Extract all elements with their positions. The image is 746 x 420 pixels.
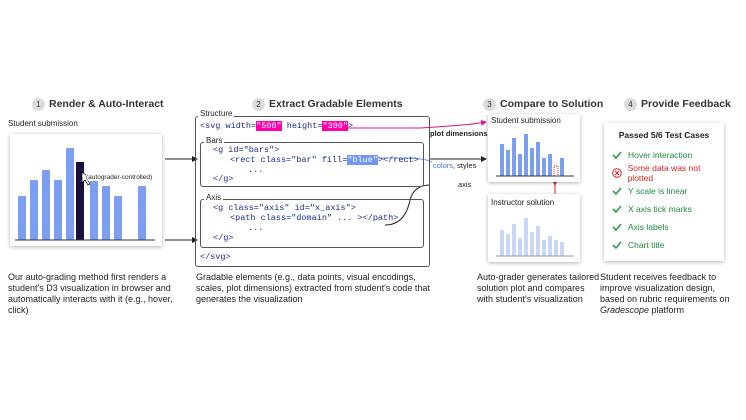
structure-box [195, 116, 430, 267]
code-line: ... [248, 223, 264, 233]
step-number: 4 [624, 98, 637, 111]
feedback-text: Y scale is linear [628, 186, 688, 196]
label: colors, styles [433, 161, 476, 170]
feedback-text: Hover interaction [628, 150, 693, 160]
feedback-text: Axis labels [628, 222, 669, 232]
step-number: 1 [32, 98, 45, 111]
label: Instructor solution [491, 198, 555, 207]
feedback-text: X axis tick marks [628, 204, 692, 214]
label: Student submission [491, 116, 561, 125]
feedback-item: Y scale is linear [612, 182, 724, 200]
caption: Gradable elements (e.g., data points, vi… [196, 272, 430, 304]
arrow [335, 119, 487, 129]
check-icon [612, 205, 622, 214]
check-icon [612, 223, 622, 232]
bar-chart-illustration [496, 134, 574, 177]
code-line: </g> [213, 174, 234, 184]
summary: Passed 5/6 Test Cases [618, 130, 710, 140]
code: <rect class="bar" fill= [230, 155, 348, 165]
check-icon [612, 187, 622, 196]
step-title: Provide Feedback [641, 98, 731, 110]
step-title: Compare to Solution [500, 98, 604, 110]
label: Bars [204, 136, 225, 145]
bar-chart-illustration [496, 218, 574, 257]
feedback-item: X axis tick marks [612, 200, 724, 218]
code-line: <svg width="500" height="300"> [200, 121, 353, 131]
code-line: <path class="domain" ... ></path> [230, 213, 399, 223]
code: > [347, 121, 354, 131]
step-title: Extract Gradable Elements [269, 98, 403, 110]
feedback-item: Axis labels [612, 218, 724, 236]
caption: Our auto-grading method first renders a … [8, 272, 173, 315]
code-line: ... [248, 165, 264, 175]
label: axis [458, 180, 472, 189]
check-icon [612, 151, 622, 160]
code-line: </svg> [200, 252, 231, 262]
code-line: <g class="axis" id="x_axis"> [213, 203, 356, 213]
feedback-item: Chart title [612, 236, 724, 254]
code-highlight: "300" [322, 121, 348, 131]
code-line: </g> [213, 233, 234, 243]
code-highlight: "500" [256, 121, 282, 131]
label: , styles [453, 161, 477, 170]
step-title: Render & Auto-Interact [49, 98, 164, 110]
bars-box [200, 142, 424, 187]
feedback-item: Some data was not plotted [612, 163, 724, 183]
code-line: <rect class="bar" fill="blue"></rect> [230, 155, 419, 165]
annotation: (autograder-controlled) [86, 174, 153, 181]
code-line: <g id="bars"> [213, 145, 280, 155]
caption: Auto-grader generates tailored solution … [477, 272, 600, 304]
step-number: 2 [252, 98, 265, 111]
instructor-plot: Instructor solution [488, 194, 580, 262]
caption-text: Gradescope [600, 305, 650, 315]
check-icon [612, 241, 622, 250]
caption-text: platform [649, 305, 685, 315]
axis-box [200, 199, 424, 248]
code: ></rect> [377, 155, 419, 165]
feedback-item: Hover interaction [612, 146, 724, 164]
step-number: 3 [483, 98, 496, 111]
caption: Student receives feedback to improve vis… [600, 272, 742, 316]
caption-text: Student receives feedback to improve vis… [600, 272, 730, 304]
feedback-list: Hover interaction Some data was not plott… [604, 146, 724, 254]
code: <svg width= [200, 121, 257, 131]
student-plot: Student submission [488, 114, 580, 182]
fail-icon [612, 168, 622, 178]
code: height= [281, 121, 323, 131]
student-chart [10, 134, 162, 246]
bar-chart-illustration [15, 148, 155, 241]
label: colors [433, 161, 454, 170]
code-highlight: "blue" [347, 155, 378, 165]
label: plot dimensions [430, 129, 488, 138]
connector [368, 157, 433, 163]
label: Structure [198, 109, 235, 118]
feedback-card: Passed 5/6 Test Cases Hover interaction S… [604, 123, 724, 261]
label: Axis [204, 193, 224, 202]
feedback-text: Some data was not plotted [627, 163, 701, 183]
feedback-text: Chart title [628, 240, 665, 250]
label: Student submission [8, 119, 78, 128]
